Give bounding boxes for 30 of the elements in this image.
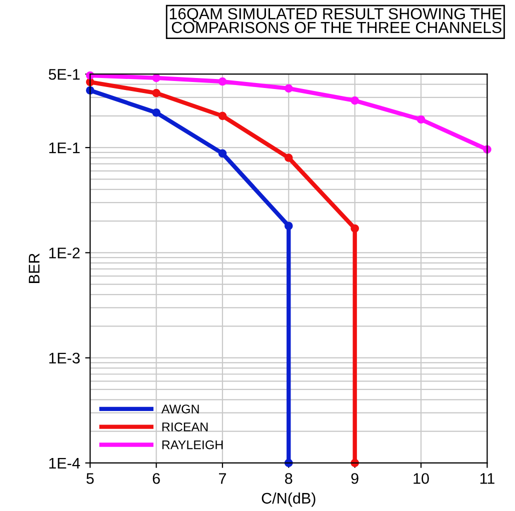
point <box>218 149 227 158</box>
x-tick-label: 11 <box>480 473 494 484</box>
y-tick-label: 1E-3 <box>49 352 80 364</box>
point <box>152 74 160 82</box>
x-tick-label: 6 <box>152 473 160 484</box>
point <box>218 77 227 86</box>
y-tick-label: 5E-1 <box>48 69 80 80</box>
point <box>284 84 293 93</box>
x-tick-label: 5 <box>86 473 94 484</box>
point <box>152 88 160 98</box>
legend-label: RICEAN <box>162 422 208 432</box>
y-tick-label: 1E-4 <box>49 458 80 468</box>
x-tick-label: 7 <box>219 473 226 484</box>
point <box>284 154 293 162</box>
legend-label: RAYLEIGH <box>162 440 223 450</box>
point <box>284 222 293 230</box>
point <box>350 224 359 233</box>
point <box>218 112 227 120</box>
point <box>350 96 359 105</box>
y-tick-label: 1E-1 <box>49 142 80 154</box>
x-tick-label: 9 <box>351 473 358 484</box>
x-tick-label: 8 <box>285 473 292 484</box>
point <box>152 108 160 117</box>
y-tick-label: 1E-2 <box>49 248 80 258</box>
point <box>416 115 426 124</box>
x-tick-label: 10 <box>414 473 429 484</box>
y-axis-title: BER <box>28 254 40 283</box>
legend-label: AWGN <box>161 404 199 414</box>
x-axis-title: C/N(dB) <box>262 492 316 507</box>
chart-title: 16QAM SIMULATED RESULT SHOWING THE COMPARISONS OF THE THREE CHANNELS <box>170 8 502 34</box>
